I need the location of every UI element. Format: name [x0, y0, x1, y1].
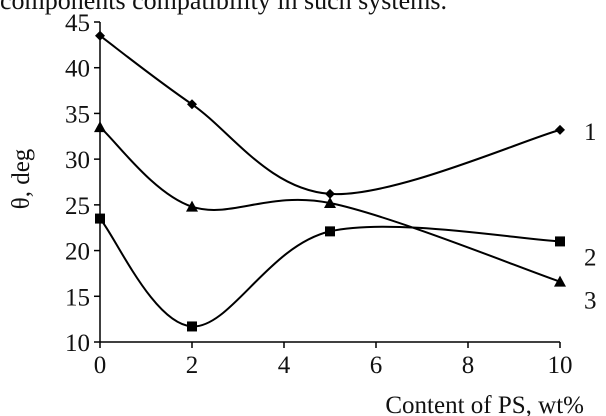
series-3-line: [99, 126, 561, 283]
series-2-point: [95, 213, 105, 224]
x-tick-label: 2: [186, 352, 199, 379]
series-2-line: [99, 217, 561, 328]
chart-labels: θ, deg Content of PS, wt% 1 2 3: [8, 119, 597, 416]
x-axis-label: Content of PS, wt%: [385, 392, 584, 416]
series-2-point: [555, 236, 565, 247]
series-3-label: 3: [584, 288, 597, 315]
series-3-point: [94, 121, 106, 133]
x-tick-label: 6: [370, 352, 383, 379]
series-2-point: [187, 321, 197, 332]
series-3-point: [186, 200, 198, 212]
series-2-point: [325, 226, 335, 237]
y-tick-label: 25: [65, 193, 90, 220]
y-axis-label: θ, deg: [8, 148, 35, 209]
x-tick-label: 10: [548, 352, 573, 379]
x-tick-label: 8: [462, 352, 475, 379]
y-tick-label: 45: [65, 10, 90, 37]
chart-markers: [94, 30, 566, 332]
x-tick-label: 0: [94, 352, 107, 379]
chart-axes: 10 15 20 25 30 35 40 45 0 2 4 6 8 10: [65, 10, 573, 379]
series-1-point: [325, 188, 335, 199]
chart-series: [99, 34, 561, 328]
y-tick-label: 35: [65, 101, 90, 128]
caption-text: components compatibility in such systems…: [0, 0, 448, 15]
series-2-label: 2: [584, 244, 597, 271]
y-tick-label: 10: [65, 330, 90, 357]
series-1-point: [95, 30, 105, 41]
series-1-point: [555, 124, 565, 135]
series-3-point: [324, 197, 336, 209]
series-1-label: 1: [584, 119, 597, 146]
y-tick-label: 40: [65, 56, 90, 83]
series-1-point: [187, 99, 197, 110]
y-tick-label: 20: [65, 239, 90, 266]
y-tick-label: 30: [65, 147, 90, 174]
series-3-point: [554, 275, 566, 287]
y-tick-label: 15: [65, 284, 90, 311]
series-1-line: [99, 34, 561, 195]
x-tick-label: 4: [278, 352, 291, 379]
